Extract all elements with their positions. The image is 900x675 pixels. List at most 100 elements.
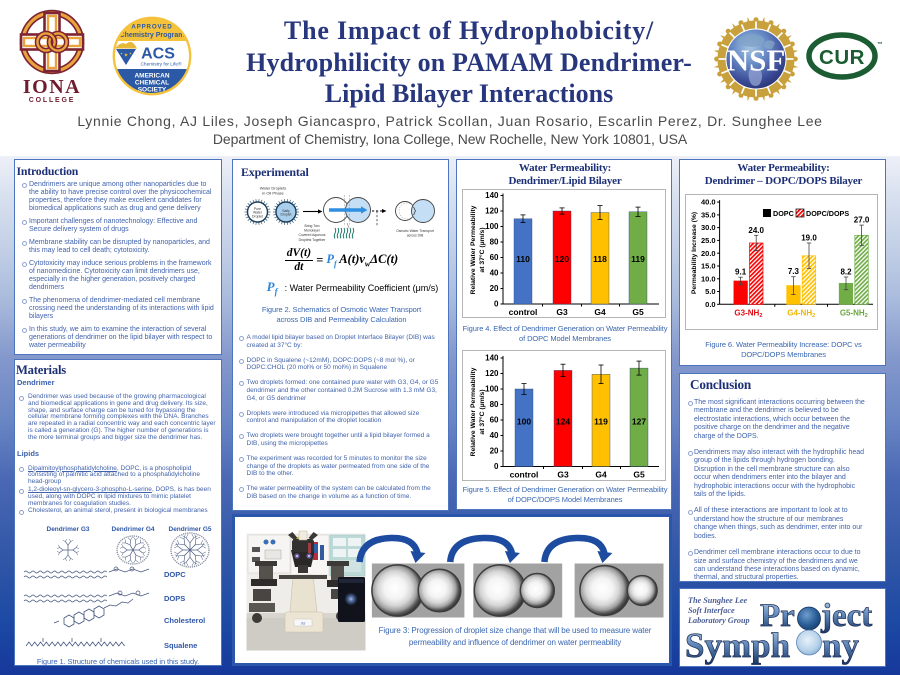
svg-text:CUR: CUR: [819, 46, 865, 69]
svg-text:G4: G4: [594, 307, 606, 317]
svg-text:100: 100: [517, 417, 531, 427]
svg-text:Cholesterol: Cholesterol: [164, 616, 205, 625]
svg-text:DOPC: DOPC: [164, 570, 186, 579]
svg-text:100: 100: [485, 385, 499, 394]
svg-text:at 37°C (µm/s): at 37°C (µm/s): [478, 389, 486, 434]
svg-text:Droplets Together: Droplets Together: [299, 238, 327, 242]
svg-text:60: 60: [490, 253, 499, 262]
svg-text:60: 60: [490, 416, 499, 425]
svg-text:Relative Water Permeability: Relative Water Permeability: [470, 367, 477, 456]
svg-text:G4: G4: [595, 470, 607, 480]
svg-text:120: 120: [485, 207, 499, 216]
svg-text:★: ★: [124, 53, 129, 59]
svg-text:Osmotic Water Transport: Osmotic Water Transport: [396, 229, 434, 233]
svg-text:ACS: ACS: [141, 46, 175, 63]
svg-text:G3-NH2: G3-NH2: [734, 308, 762, 319]
svg-text:Pure: Pure: [254, 207, 261, 211]
svg-text:110: 110: [516, 254, 530, 264]
svg-text:Monolayer: Monolayer: [304, 229, 321, 233]
svg-text:Dendrimer G4: Dendrimer G4: [112, 526, 155, 533]
svg-text:★: ★: [120, 52, 123, 56]
svg-text:Droplet: Droplet: [252, 214, 263, 218]
svg-text:APPROVED: APPROVED: [131, 24, 172, 31]
svg-text:Droplet: Droplet: [281, 213, 292, 217]
svg-text:in Oil Phase: in Oil Phase: [262, 191, 284, 196]
svg-text:20.0: 20.0: [701, 249, 716, 258]
svg-text:control: control: [510, 470, 539, 480]
svg-text:40: 40: [490, 269, 499, 278]
svg-text:27.0: 27.0: [854, 216, 870, 225]
svg-text:118: 118: [593, 254, 607, 264]
svg-text:20: 20: [490, 284, 499, 293]
svg-text:100: 100: [485, 222, 499, 231]
svg-text:Salty: Salty: [282, 209, 290, 213]
svg-text:Pr: Pr: [760, 598, 795, 634]
svg-text:7.3: 7.3: [788, 267, 800, 276]
svg-text:★: ★: [129, 52, 132, 56]
svg-text:G4-NH2: G4-NH2: [787, 308, 815, 319]
svg-text:24.0: 24.0: [748, 226, 764, 235]
svg-text:120: 120: [485, 369, 499, 378]
svg-text:5.0: 5.0: [705, 287, 715, 296]
svg-text:Squalene: Squalene: [164, 641, 197, 650]
svg-text:NSF: NSF: [727, 43, 786, 78]
svg-text:DOPC/DOPS: DOPC/DOPS: [806, 209, 849, 218]
svg-text:DOPS: DOPS: [164, 594, 185, 603]
svg-text:Water: Water: [253, 211, 263, 215]
svg-text:™: ™: [877, 41, 882, 48]
svg-text:control: control: [509, 307, 538, 317]
svg-text:Dendrimer G5: Dendrimer G5: [169, 526, 212, 533]
svg-text:AMERICAN: AMERICAN: [134, 73, 169, 80]
svg-text:JU: JU: [301, 621, 306, 626]
svg-text:Chemistry Program: Chemistry Program: [120, 32, 185, 39]
svg-text:SOCIETY: SOCIETY: [138, 87, 167, 94]
svg-text:COLLEGE: COLLEGE: [29, 97, 75, 102]
svg-text:80: 80: [490, 238, 499, 247]
svg-text:8.2: 8.2: [840, 268, 852, 277]
svg-text:19.0: 19.0: [801, 234, 817, 243]
svg-text:Permeability Increase (%): Permeability Increase (%): [691, 212, 698, 294]
svg-text:140: 140: [485, 191, 499, 200]
svg-text:0: 0: [494, 300, 499, 309]
svg-text:80: 80: [490, 400, 499, 409]
svg-text:119: 119: [631, 254, 645, 264]
svg-text:Relative Water Permeability: Relative Water Permeability: [470, 205, 477, 294]
svg-text:Water Droplets: Water Droplets: [260, 186, 287, 191]
svg-text:ject: ject: [820, 598, 872, 634]
svg-text:119: 119: [594, 417, 608, 427]
svg-text:at 37°C (µm/s): at 37°C (µm/s): [478, 227, 486, 272]
svg-text:20: 20: [490, 447, 499, 456]
svg-text:35.0: 35.0: [701, 211, 716, 220]
svg-text:25.0: 25.0: [701, 236, 716, 245]
svg-text:30.0: 30.0: [701, 223, 716, 232]
svg-text:ny: ny: [822, 626, 859, 665]
svg-text:9.1: 9.1: [735, 268, 747, 277]
svg-text:CHEMICAL: CHEMICAL: [135, 80, 169, 87]
svg-text:Bring Two: Bring Two: [304, 224, 319, 228]
svg-text:Covered Aqueous: Covered Aqueous: [299, 233, 326, 237]
svg-text:G3: G3: [556, 307, 568, 317]
svg-text:Chemistry for Life®: Chemistry for Life®: [140, 61, 182, 68]
svg-text:G5-NH2: G5-NH2: [840, 308, 868, 319]
svg-text:G5: G5: [632, 307, 644, 317]
svg-text:G3: G3: [557, 470, 569, 480]
svg-text:Dendrimer G3: Dendrimer G3: [47, 526, 90, 533]
svg-text:Laboratory Group: Laboratory Group: [687, 616, 750, 625]
svg-text:0: 0: [494, 462, 499, 471]
svg-text:across DIB: across DIB: [407, 234, 424, 238]
svg-text:124: 124: [556, 417, 570, 427]
svg-text:10.0: 10.0: [701, 274, 716, 283]
svg-text:120: 120: [555, 254, 569, 264]
svg-text:40.0: 40.0: [701, 198, 716, 207]
svg-text:Symph: Symph: [685, 626, 790, 665]
svg-text:G5: G5: [633, 470, 645, 480]
svg-text:DOPC: DOPC: [773, 209, 794, 218]
svg-text:The Sunghee Lee: The Sunghee Lee: [688, 596, 747, 605]
svg-text:Soft Interface: Soft Interface: [688, 606, 735, 615]
svg-text:140: 140: [485, 354, 499, 363]
svg-text:0.0: 0.0: [705, 300, 715, 309]
svg-text:40: 40: [490, 431, 499, 440]
svg-text:15.0: 15.0: [701, 262, 716, 271]
svg-text:IONA: IONA: [23, 76, 81, 98]
svg-text:127: 127: [632, 417, 646, 427]
